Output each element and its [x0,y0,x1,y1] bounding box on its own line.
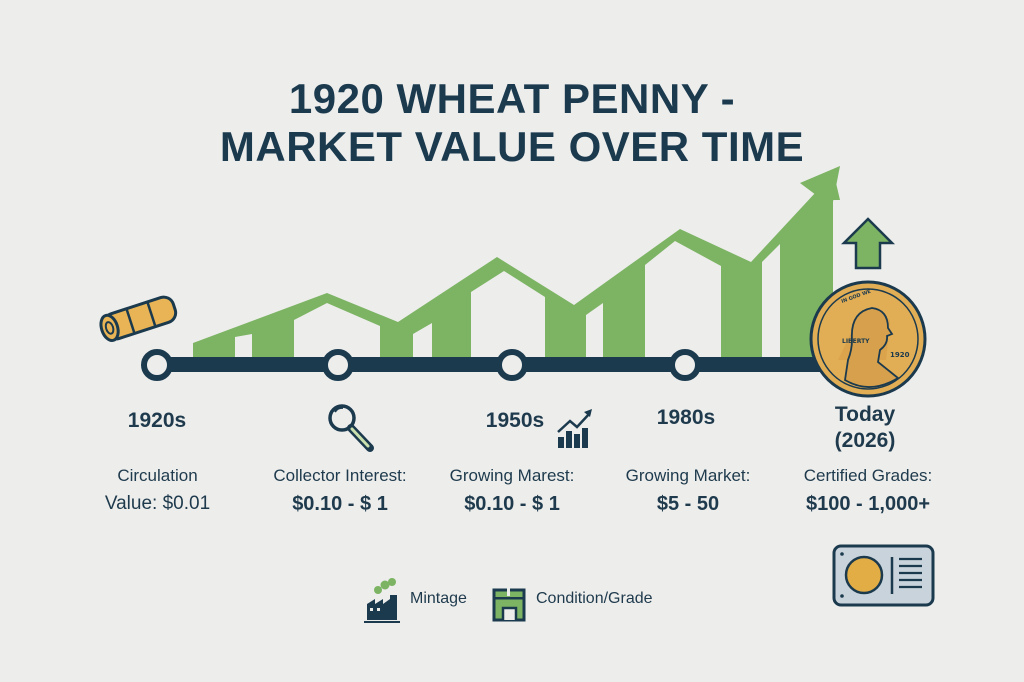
era-1950s: 1950s [485,409,545,432]
era-today-line2: (2026) [834,429,896,452]
title-line-1: 1920 WHEAT PENNY - [288,75,736,122]
bar-chart-trend-icon [557,409,592,448]
desc-today: Certified Grades: $100 - 1,000+ [803,466,933,515]
desc-1950s: Growing Marest: $0.10 - $ 1 [449,466,575,515]
era-1920s: 1920s [127,409,187,432]
svg-text:LIBERTY: LIBERTY [842,338,870,345]
coin-roll-icon [99,295,178,342]
up-arrow-icon [840,217,896,270]
magnifier-icon [328,404,374,452]
desc-collector-interest: Collector Interest: $0.10 - $ 1 [273,466,407,515]
title-line-2: MARKET VALUE OVER TIME [219,123,805,170]
wheat-penny-icon: LIBERTY 1920 IN GOD WE [809,280,927,398]
legend-mintage: Mintage [410,590,467,607]
desc-1920s: Circulation Value: $0.01 [104,466,211,514]
era-today-line1: Today [834,403,896,426]
factory-icon [364,578,400,623]
graded-slab-icon [832,544,935,607]
grade-holder-icon [492,588,526,622]
timeline-nodes [141,349,701,381]
trend-arrow-icon [800,166,840,207]
era-today: Today (2026) [800,402,930,454]
desc-1980s: Growing Market: $5 - 50 [625,466,751,515]
legend-condition-grade: Condition/Grade [536,590,653,607]
era-1980s: 1980s [656,406,716,429]
svg-text:1920: 1920 [890,351,910,359]
